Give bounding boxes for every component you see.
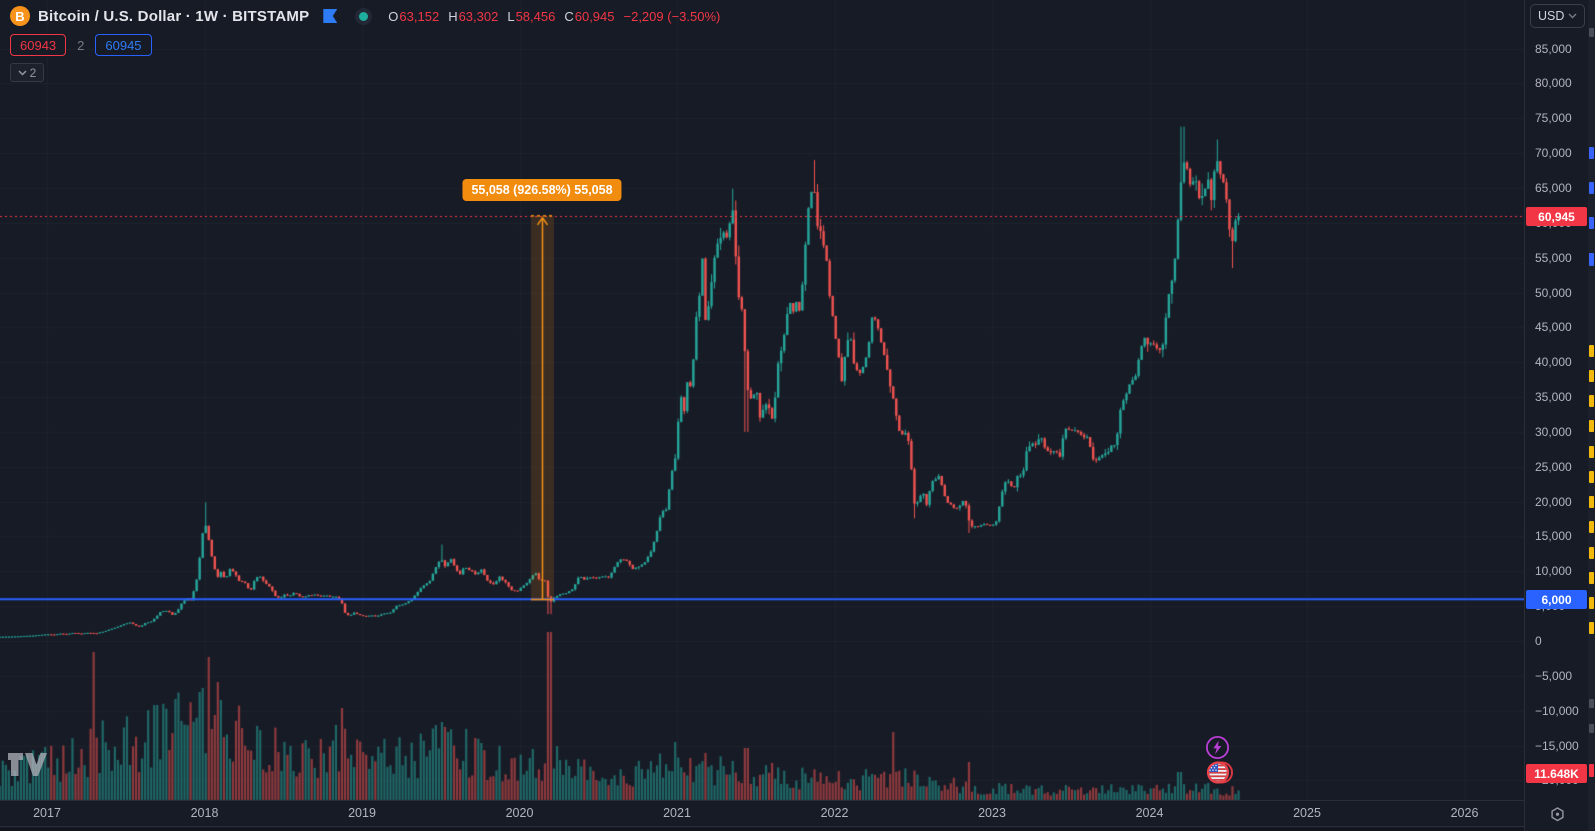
scroll-mark [1589, 521, 1594, 533]
flag-bookmark-icon[interactable] [323, 9, 338, 23]
price-tick-label: 80,000 [1535, 76, 1572, 91]
market-open-dot [359, 11, 369, 21]
high-value: 63,302 [458, 8, 499, 24]
gear-icon [1550, 806, 1564, 821]
scroll-mark [1589, 420, 1594, 432]
scroll-mark [1589, 471, 1594, 483]
price-tick-label: −10,000 [1535, 703, 1579, 718]
scroll-mark [1589, 764, 1594, 777]
scroll-mark [1589, 217, 1594, 229]
lightning-events-icon[interactable] [1205, 735, 1230, 760]
price-tick-label: −15,000 [1535, 738, 1579, 753]
time-tick-label: 2017 [33, 806, 61, 820]
measure-tool-label[interactable]: 55,058 (926.58%) 55,058 [462, 179, 622, 201]
collapse-indicators-button[interactable]: 2 [10, 63, 44, 82]
symbol-title[interactable]: Bitcoin / U.S. Dollar · 1W · BITSTAMP [38, 7, 310, 25]
time-tick-label: 2026 [1450, 806, 1479, 820]
drawing-price-badges: 60943 2 60945 [10, 34, 720, 56]
last-price-tag: 60,945 [1526, 207, 1587, 227]
scroll-mark [1589, 699, 1594, 708]
bitcoin-logo-icon: B [10, 6, 30, 26]
scroll-mark [1589, 547, 1594, 559]
market-status-icon[interactable] [355, 7, 373, 25]
currency-label: USD [1538, 9, 1565, 23]
price-axis[interactable]: USD 85,00080,00075,00070,00065,00060,000… [1524, 0, 1588, 831]
tradingview-logo-watermark [8, 753, 47, 776]
badge-count: 2 [77, 37, 85, 53]
window-bottom-edge [0, 828, 1595, 831]
close-label: C [564, 8, 574, 24]
price-tick-label: 45,000 [1535, 320, 1572, 335]
scroll-mark [1589, 253, 1594, 266]
scroll-mark [1589, 622, 1594, 634]
ohlc-values: O 63,152 H 63,302 L 58,456 C 60,945 −2,209 (… [388, 9, 720, 24]
price-tick-label: 55,000 [1535, 250, 1572, 265]
price-tick-label: 0 [1535, 634, 1542, 648]
price-tick-label: 35,000 [1535, 390, 1572, 405]
chevron-down-icon [18, 69, 27, 76]
price-tick-label: 50,000 [1535, 285, 1572, 300]
price-tick-label: 70,000 [1535, 146, 1572, 161]
price-tick-label: 85,000 [1535, 41, 1572, 56]
price-tick-label: 20,000 [1535, 494, 1572, 509]
scroll-mark [1589, 496, 1594, 508]
scroll-mark [1589, 446, 1594, 458]
candlestick-chart-canvas[interactable] [0, 0, 1524, 831]
blue-price-badge[interactable]: 60945 [95, 34, 152, 56]
scroll-mark [1589, 597, 1594, 609]
time-axis[interactable]: 2017 2018 2019 2020 2021 2022 2023 2024 2025 2026 [0, 800, 1595, 827]
red-price-badge[interactable]: 60943 [10, 34, 67, 56]
time-tick-label: 2022 [820, 806, 849, 820]
chart-legend: B Bitcoin / U.S. Dollar · 1W · BITSTAMP … [10, 5, 720, 82]
price-tick-label: 65,000 [1535, 180, 1572, 195]
low-value: 58,456 [515, 8, 556, 24]
volume-value-tag: 11.648K [1526, 764, 1587, 783]
low-label: L [507, 8, 515, 24]
us-economic-events-icon[interactable] [1203, 760, 1237, 785]
close-value: 60,945 [574, 8, 615, 24]
time-tick-label: 2019 [348, 806, 376, 820]
scroll-mark [1589, 147, 1594, 159]
time-tick-label: 2023 [978, 806, 1006, 820]
time-tick-label: 2021 [663, 806, 691, 820]
price-tick-label: 25,000 [1535, 459, 1572, 474]
scroll-mark [1589, 724, 1594, 733]
open-label: O [388, 8, 399, 24]
price-tick-label: 30,000 [1535, 424, 1572, 439]
time-tick-label: 2024 [1135, 806, 1164, 820]
price-tick-label: −5,000 [1535, 668, 1573, 683]
blue-line-price-tag: 6,000 [1526, 590, 1587, 610]
price-tick-label: 75,000 [1535, 111, 1572, 126]
scroll-mark [1589, 345, 1594, 357]
open-value: 63,152 [399, 8, 440, 24]
time-tick-label: 2018 [190, 806, 219, 820]
collapse-count: 2 [29, 65, 37, 80]
scroll-mark [1589, 28, 1594, 37]
price-tick-label: 15,000 [1535, 529, 1572, 544]
currency-dropdown[interactable]: USD [1530, 4, 1585, 28]
scroll-mark [1589, 370, 1594, 382]
axis-settings-button[interactable] [1546, 803, 1568, 825]
price-tick-label: 10,000 [1535, 564, 1572, 579]
time-tick-label: 2025 [1293, 806, 1321, 820]
change-value: −2,209 (−3.50%) [623, 8, 721, 24]
time-tick-label: 2020 [505, 806, 534, 820]
scroll-mark [1589, 572, 1594, 584]
scroll-mark [1589, 395, 1594, 407]
chevron-down-icon [1568, 13, 1577, 19]
high-label: H [448, 8, 458, 24]
price-tick-label: 40,000 [1535, 355, 1572, 370]
scroll-mark [1589, 182, 1594, 194]
symbol-title-row: B Bitcoin / U.S. Dollar · 1W · BITSTAMP … [10, 5, 720, 27]
scrollbar-annotation-strip[interactable] [1588, 0, 1595, 831]
